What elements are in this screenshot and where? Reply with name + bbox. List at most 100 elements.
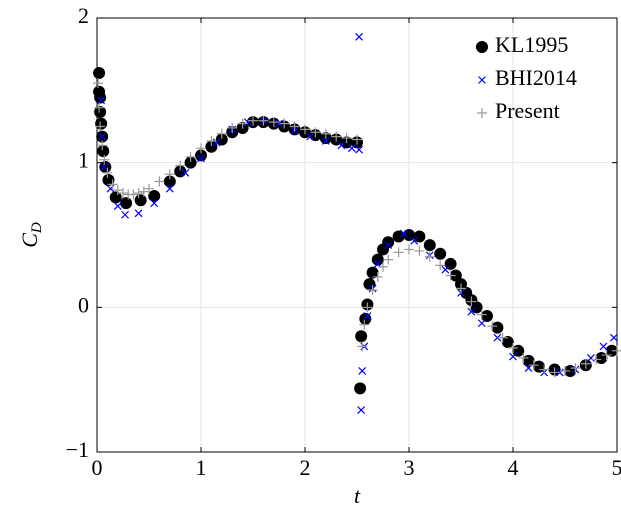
marker (591, 354, 602, 365)
marker (476, 309, 487, 320)
marker (434, 247, 447, 260)
marker (97, 140, 108, 151)
marker (133, 188, 144, 199)
marker (185, 151, 196, 162)
marker (93, 66, 106, 79)
marker (212, 138, 221, 147)
marker (95, 117, 108, 130)
marker (94, 91, 107, 104)
marker (138, 186, 149, 197)
y-axis-label-sub: D (29, 222, 45, 234)
marker (99, 154, 110, 165)
x-tick-label: 5 (612, 455, 621, 480)
marker (393, 247, 404, 258)
marker (363, 312, 372, 320)
marker (449, 269, 462, 282)
x-tick-label: 0 (92, 455, 103, 480)
marker (595, 351, 608, 364)
marker (358, 367, 367, 375)
marker (435, 260, 446, 271)
plot-frame (96, 17, 618, 453)
marker (175, 160, 186, 171)
marker (441, 265, 450, 274)
marker (509, 352, 517, 361)
x-tick-label: 3 (404, 455, 415, 480)
marker (107, 179, 118, 190)
x-tick-label: 4 (508, 455, 519, 480)
marker (258, 115, 269, 126)
legend-marker (476, 41, 488, 53)
marker (237, 118, 248, 129)
marker (148, 189, 161, 202)
marker (196, 143, 206, 154)
y-tick-label: −1 (66, 437, 89, 462)
marker (481, 310, 493, 323)
marker (359, 319, 370, 330)
marker (466, 296, 477, 307)
marker (497, 332, 508, 343)
marker (120, 197, 133, 210)
x-axis-label: t (354, 483, 361, 508)
y-axis-label-main: C (17, 233, 42, 248)
marker (399, 229, 408, 238)
marker (268, 117, 279, 128)
y-tick-label: 1 (78, 148, 89, 173)
marker (150, 199, 159, 208)
marker (414, 245, 425, 256)
marker (367, 284, 378, 295)
x-tick-label: 1 (196, 455, 207, 480)
marker (165, 184, 174, 193)
marker (121, 210, 130, 219)
marker (477, 319, 486, 328)
legend-marker (477, 108, 487, 118)
legend-marker (478, 76, 486, 84)
marker (539, 364, 550, 375)
marker (470, 301, 483, 314)
marker (97, 145, 110, 158)
legend-label: BHI2014 (495, 65, 577, 90)
marker (134, 194, 147, 207)
marker (306, 132, 315, 141)
marker (528, 360, 539, 371)
marker (570, 363, 581, 374)
marker (227, 122, 238, 133)
marker (184, 156, 197, 169)
marker (371, 253, 384, 266)
marker (392, 230, 405, 243)
marker (154, 176, 165, 187)
marker (289, 121, 300, 132)
marker (300, 124, 310, 135)
marker (555, 368, 564, 377)
marker (384, 241, 393, 250)
marker (347, 144, 356, 153)
marker (378, 261, 388, 272)
marker (609, 333, 618, 342)
marker (95, 121, 106, 132)
marker (337, 141, 346, 150)
legend-label: Present (495, 98, 560, 123)
marker (331, 131, 342, 142)
marker (601, 350, 612, 361)
marker (102, 174, 115, 187)
marker (164, 169, 175, 180)
marker (118, 188, 128, 199)
marker (113, 202, 122, 210)
y-tick-label: 0 (78, 292, 89, 317)
marker (357, 341, 368, 352)
marker (310, 127, 321, 138)
marker (355, 330, 368, 343)
marker (372, 271, 383, 282)
marker (612, 345, 621, 356)
marker (355, 32, 364, 41)
marker (363, 278, 376, 291)
marker (549, 367, 560, 378)
marker (216, 128, 227, 139)
marker (321, 137, 330, 145)
marker (383, 254, 394, 265)
marker (355, 145, 364, 154)
marker (587, 354, 595, 362)
marker (352, 134, 362, 145)
marker (206, 135, 217, 146)
marker (102, 167, 113, 178)
